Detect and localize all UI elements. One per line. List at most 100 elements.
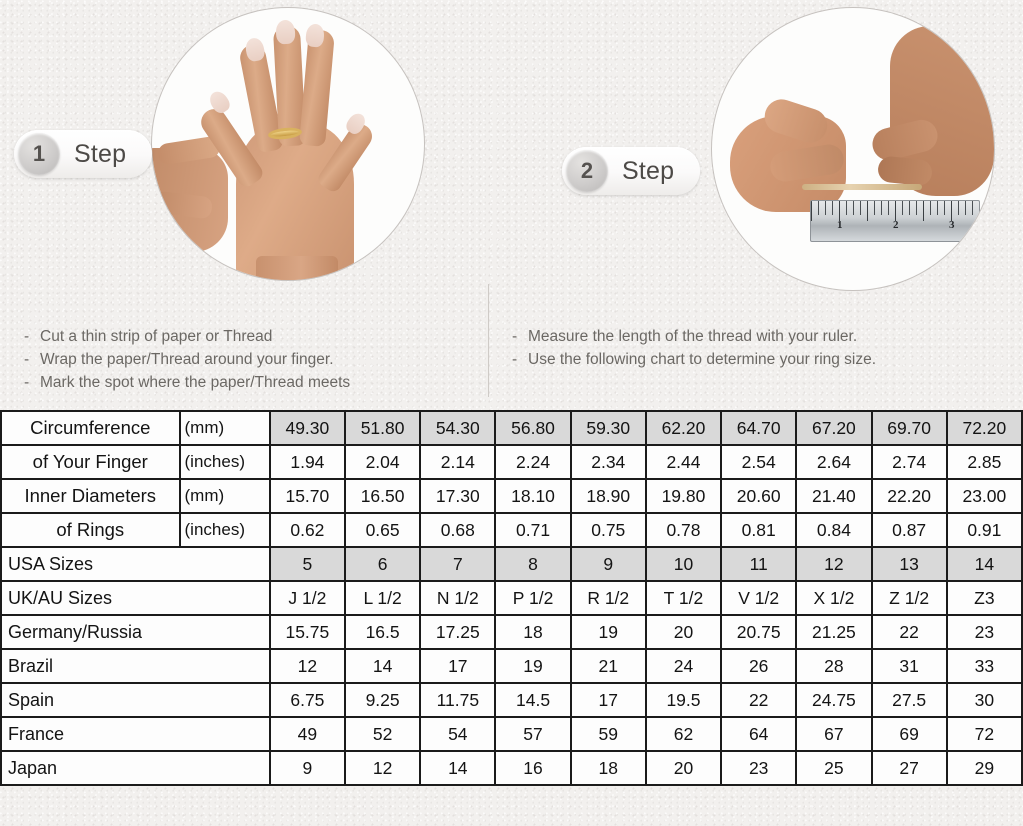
step-1-badge: 1 Step [14,130,153,178]
cell: 6.75 [268,682,346,718]
cell: 7 [419,546,497,582]
cell: 16.5 [343,614,422,650]
cell: 0.91 [945,512,1023,548]
cell: 72 [945,716,1023,752]
table-row-france: France 49 52 54 57 59 62 64 67 69 72 [0,716,1023,752]
table-row-inner-diameter-inches: of Rings (inches) 0.62 0.65 0.68 0.71 0.… [0,512,1023,548]
cell: 12 [268,648,346,684]
row-label-spain: Spain [0,682,271,718]
cell: 19 [494,648,572,684]
instruction-text: Measure the length of the thread with yo… [528,328,858,345]
row-label-france: France [0,716,271,752]
table-row-uk-au-sizes: UK/AU Sizes J 1/2 L 1/2 N 1/2 P 1/2 R 1/… [0,580,1023,616]
cell: 18.10 [494,478,572,514]
instruction-text: Cut a thin strip of paper or Thread [40,328,273,345]
table-row-japan: Japan 9 12 14 16 18 20 23 25 27 29 [0,750,1023,786]
cell: 62 [644,716,723,752]
table-row-circumference-inches: of Your Finger (inches) 1.94 2.04 2.14 2… [0,444,1023,480]
ruler-major-ticks [811,201,979,221]
cell: 0.71 [494,512,572,548]
cell: 6 [343,546,422,582]
instruction-line: - Use the following chart to determine yo… [512,348,1012,371]
cell: 11 [720,546,798,582]
instruction-line: - Measure the length of the thread with y… [512,325,1012,348]
cell: 16.50 [343,478,422,514]
cell: T 1/2 [644,580,723,616]
cell: 28 [795,648,873,684]
cell: 13 [870,546,948,582]
cell: 19.80 [644,478,723,514]
cell: 20 [644,750,723,786]
group-label-inner-diameter-line1: Inner Diameters [0,478,181,514]
ruler-number: 3 [949,219,955,231]
cell: 11.75 [419,682,497,718]
step-1-panel: 1 Step - Cut a thin strip of paper or Thr… [0,0,489,411]
cell: 54 [419,716,497,752]
instruction-text: Use the following chart to determine you… [528,351,877,368]
thread-measuring-photo: 1 2 3 [712,8,994,290]
cell: 64.70 [720,410,798,446]
ring-size-conversion-table: Circumference (mm) 49.30 51.80 54.30 56.… [0,410,1023,786]
cell: 16 [494,750,572,786]
bullet-dash: - [24,328,30,345]
cell: 59.30 [569,410,647,446]
cell: 21.40 [795,478,873,514]
cell: 12 [343,750,422,786]
cell: 19 [569,614,647,650]
step-1-label: Step [74,139,127,168]
cell: P 1/2 [494,580,572,616]
table-body: Circumference (mm) 49.30 51.80 54.30 56.… [0,410,1023,786]
cell: 14 [945,546,1023,582]
cell: 21 [569,648,647,684]
cell: 0.84 [795,512,873,548]
row-label-brazil: Brazil [0,648,271,684]
cell: 17.25 [419,614,497,650]
cell: 0.65 [343,512,422,548]
palm-shape [236,124,354,280]
cell: 24.75 [795,682,873,718]
cell: 33 [945,648,1023,684]
cell: 1.94 [268,444,346,480]
step-1-number: 1 [18,133,60,175]
cell: 69.70 [870,410,948,446]
table-row-germany-russia: Germany/Russia 15.75 16.5 17.25 18 19 20… [0,614,1023,650]
group-label-inner-diameter-line2: of Rings [0,512,181,548]
step-2-label: Step [622,156,675,185]
hand-with-ring-photo [152,8,424,280]
cell: Z 1/2 [870,580,948,616]
step-2-instructions: - Measure the length of the thread with y… [512,325,1012,371]
unit-label-mm: (mm) [178,410,271,446]
cell: 20.60 [720,478,798,514]
cell: 52 [343,716,422,752]
cell: 17.30 [419,478,497,514]
cell: 20 [644,614,723,650]
cell: 17 [419,648,497,684]
wrist-shape [256,256,338,280]
cell: 59 [569,716,647,752]
panel-divider [488,284,489,397]
cell: 23.00 [945,478,1023,514]
ruler-number: 1 [837,219,843,231]
cell: 0.87 [870,512,948,548]
instruction-line: - Cut a thin strip of paper or Thread [24,325,474,348]
instruction-line: - Wrap the paper/Thread around your finge… [24,348,474,371]
cell: 2.14 [419,444,497,480]
cell: 29 [945,750,1023,786]
cell: 0.78 [644,512,723,548]
cell: 49 [268,716,346,752]
ruler-icon: 1 2 3 [810,200,980,242]
cell: 10 [644,546,723,582]
cell: 22.20 [870,478,948,514]
cell: J 1/2 [268,580,346,616]
cell: 17 [569,682,647,718]
cell: 15.70 [268,478,346,514]
cell: R 1/2 [569,580,647,616]
instruction-line: - Mark the spot where the paper/Thread me… [24,371,474,394]
cell: 67.20 [795,410,873,446]
cell: 31 [870,648,948,684]
group-label-circumference-line1: Circumference [0,410,181,446]
thread-strip-icon [802,184,922,190]
cell: 24 [644,648,723,684]
cell: 18 [569,750,647,786]
cell: Z3 [945,580,1023,616]
